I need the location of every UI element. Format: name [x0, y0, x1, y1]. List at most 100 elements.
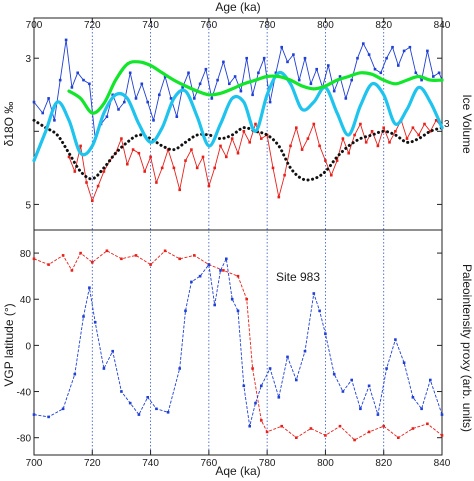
bottom-series-1-point-19	[207, 263, 211, 266]
top-series-0-point-6	[70, 86, 74, 89]
bottom-series-1-point-38	[341, 390, 345, 393]
top-series-1-point-20	[184, 159, 187, 162]
top-series-0-point-2	[47, 97, 50, 100]
right-axis-title-bottom: Paleointensity proxy (arb. units)	[460, 264, 474, 432]
bottom-series-0-point-8	[134, 254, 138, 257]
bottom-series-1-point-26	[248, 424, 251, 428]
top-series-1-point-29	[236, 151, 240, 155]
top-series-1-point-28	[230, 137, 234, 140]
top-series-0-point-64	[408, 45, 412, 49]
bottom-series-1-point-21	[219, 269, 222, 272]
bottom-series-1-point-47	[420, 407, 423, 411]
bottom-series-1-point-9	[120, 390, 123, 393]
y-axis-title-top: δ18O ‰	[2, 102, 16, 147]
site-annotation: Site 983	[276, 270, 320, 284]
top-series-1-point-44	[324, 159, 327, 162]
bottom-series-1-point-31	[286, 355, 289, 359]
top-series-1-point-56	[394, 130, 397, 133]
bottom-series-1-point-14	[166, 411, 170, 414]
y-tick-label-bottom--80: -80	[17, 434, 32, 445]
bottom-series-1-point-30	[277, 396, 281, 399]
top-series-2-line	[67, 60, 444, 115]
x-tick-label-bottom-840: 840	[434, 458, 451, 469]
top-series-1-point-23	[201, 155, 205, 159]
top-series-1-point-59	[411, 126, 415, 129]
top-series-1-point-63	[434, 119, 438, 122]
x-tick-label-bottom-780: 780	[259, 458, 276, 469]
top-series-1-point-46	[335, 159, 339, 162]
top-series-0-point-25	[181, 86, 184, 89]
top-series-1-point-54	[382, 126, 385, 129]
top-series-0-point-60	[385, 56, 388, 60]
bottom-series-0-point-4	[79, 251, 82, 255]
top-series-3-line	[32, 70, 444, 163]
top-series-0-point-35	[239, 89, 243, 93]
top-series-0-point-33	[228, 82, 231, 86]
bottom-series-0-point-10	[163, 249, 167, 253]
top-series-0-point-53	[344, 97, 348, 100]
bottom-series-1-line	[33, 257, 443, 427]
bottom-panel-frame	[33, 229, 443, 456]
x-tick-label-top-800: 800	[317, 20, 334, 31]
top-series-0-point-27	[193, 97, 196, 100]
top-series-0-point-14	[117, 108, 120, 111]
top-series-1-point-32	[254, 122, 257, 126]
top-series-1-point-16	[160, 166, 164, 170]
x-tick-label-top-720: 720	[84, 20, 101, 31]
top-series-0-point-61	[391, 45, 394, 49]
bottom-series-0-point-16	[245, 297, 248, 301]
right-tick-label-top: 3	[444, 119, 450, 130]
top-series-0-point-23	[169, 97, 173, 100]
top-series-1-point-13	[143, 170, 146, 173]
bottom-series-1-point-1	[47, 415, 50, 419]
top-series-0-point-39	[262, 56, 266, 60]
bottom-series-0-point-12	[193, 254, 196, 257]
top-series-1-point-58	[405, 137, 409, 140]
bottom-series-1-point-32	[295, 378, 298, 382]
bottom-series-0-point-0	[32, 257, 36, 261]
top-series-1-point-45	[330, 173, 333, 177]
bottom-series-0-point-15	[236, 274, 240, 278]
bottom-series-1-point-36	[324, 332, 327, 336]
top-series-1-point-55	[388, 141, 391, 144]
x-tick-label-top-820: 820	[375, 20, 392, 31]
top-series-0-point-42	[280, 45, 283, 49]
bottom-series-1-point-28	[260, 384, 263, 388]
y-tick-label-bottom-0: 0	[25, 341, 31, 352]
bottom-series-1-point-46	[411, 396, 415, 399]
top-series-1-point-41	[306, 137, 310, 140]
bottom-series-1-point-40	[359, 407, 362, 411]
bottom-series-1-point-6	[93, 321, 97, 324]
top-series-1-point-37	[283, 173, 286, 177]
top-series-0-point-20	[152, 119, 155, 122]
top-series-1-point-6	[102, 170, 106, 173]
top-series-0-point-31	[216, 78, 219, 82]
bottom-series-0-point-19	[265, 430, 269, 434]
top-series-1-point-33	[260, 137, 263, 140]
x-tick-label-top-700: 700	[26, 20, 43, 31]
top-series-1-point-48	[347, 151, 350, 155]
x-axis-ticks: 700 700 720 720 740 740 760 760 780 780 800 800 820 8…	[26, 18, 451, 469]
top-series-0-point-65	[414, 71, 418, 75]
top-series-0-point-4	[58, 78, 62, 82]
top-series-0-point-43	[286, 60, 289, 64]
top-series-0-point-15	[123, 100, 126, 104]
bottom-series-1-point-5	[88, 286, 91, 289]
bottom-series-1-point-7	[102, 367, 106, 370]
bottom-series-1-point-15	[178, 367, 181, 370]
top-series-1-point-50	[359, 122, 362, 126]
top-series-1-point-43	[318, 144, 321, 148]
top-series-4-line	[32, 118, 444, 182]
top-series-0-point-7	[76, 71, 79, 75]
top-series-1-point-11	[131, 148, 135, 151]
top-series-1-point-27	[225, 155, 228, 159]
top-series-0-point-41	[274, 71, 278, 75]
top-series-1-point-40	[300, 148, 304, 151]
top-series-0-point-13	[111, 93, 114, 97]
x-tick-label-top-760: 760	[201, 20, 218, 31]
top-series-0-point-40	[268, 100, 272, 104]
top-series-0-point-5	[64, 38, 68, 42]
top-series-0-point-37	[251, 93, 254, 97]
top-series-1-point-49	[353, 133, 356, 137]
top-series-0-point-28	[198, 82, 202, 86]
